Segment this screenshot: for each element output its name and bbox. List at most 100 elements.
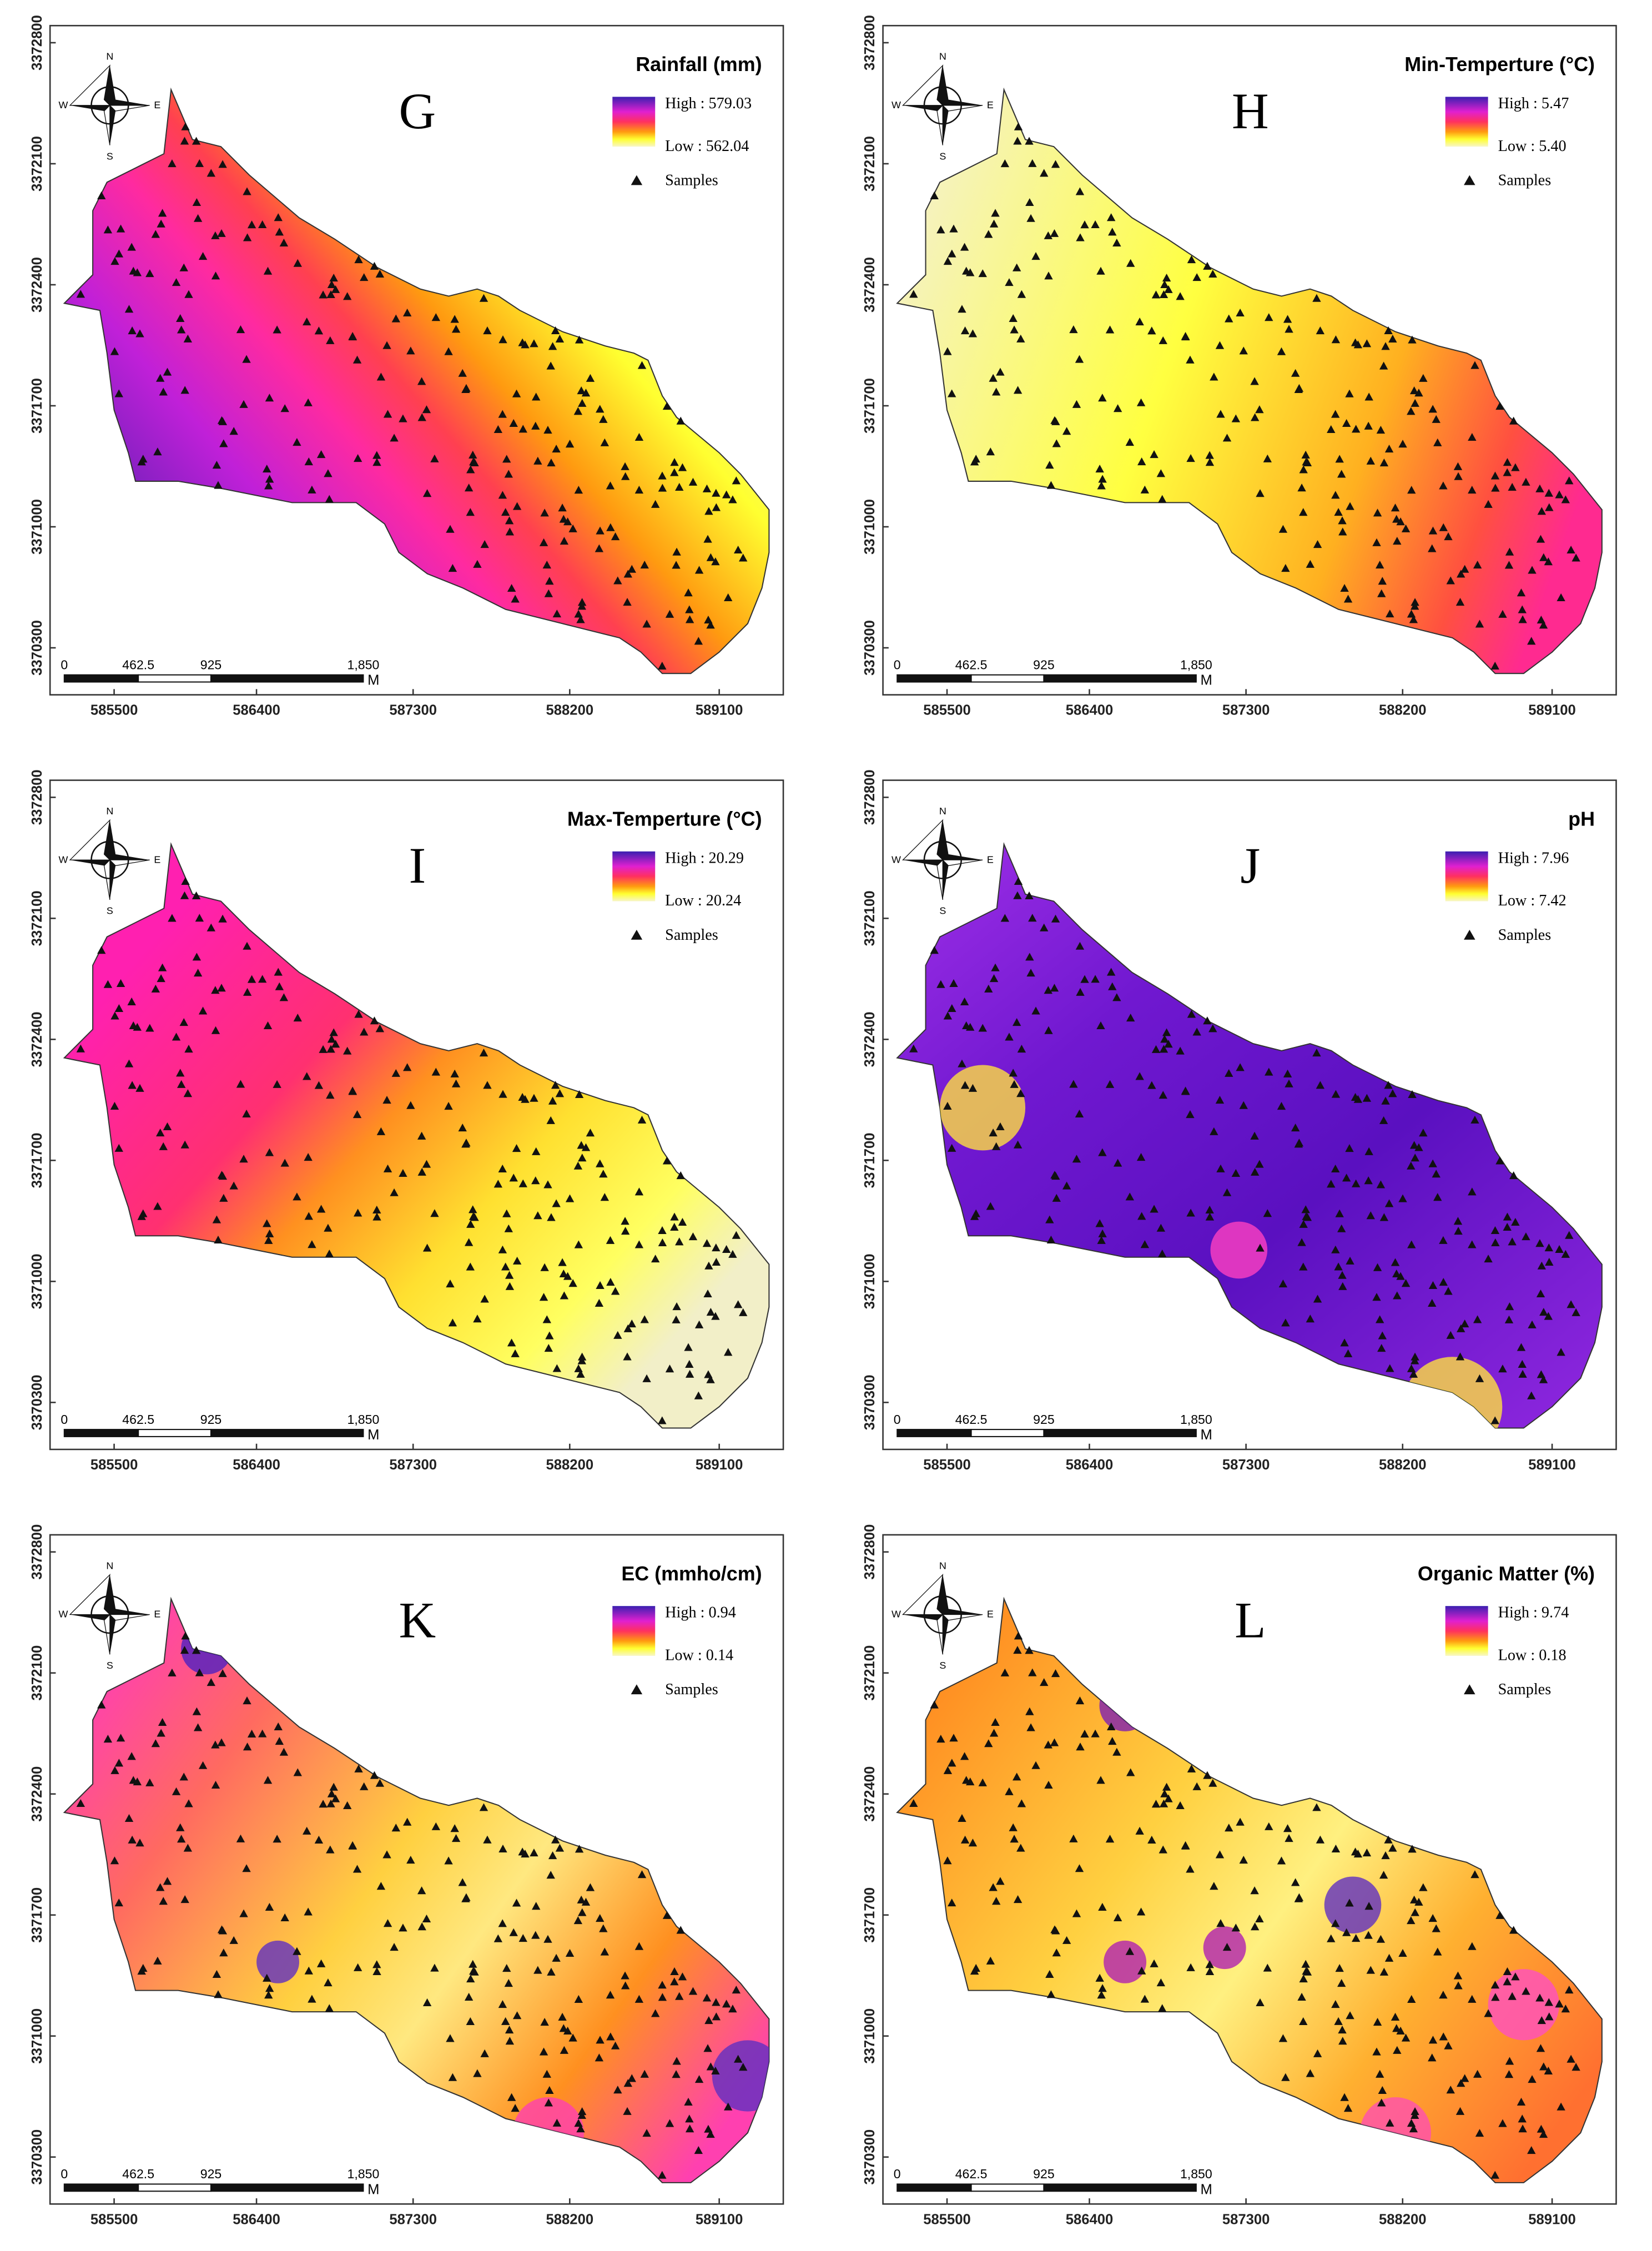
sample-point	[1076, 233, 1085, 241]
sample-point	[1205, 1967, 1215, 1975]
sample-point	[1052, 1948, 1061, 1957]
sample-point	[640, 2069, 649, 2078]
y-tick-label: 3371000	[862, 1253, 878, 1309]
sample-point	[76, 1044, 85, 1053]
sample-point	[1203, 1016, 1212, 1025]
sample-point	[406, 346, 415, 355]
sample-point	[1475, 2129, 1484, 2137]
sample-point	[114, 249, 124, 258]
sample-point	[551, 1081, 560, 1089]
sample-point	[417, 377, 426, 385]
sample-point	[383, 1164, 392, 1172]
sample-point	[1544, 1243, 1553, 1252]
sample-point	[1411, 1154, 1419, 1162]
sample-point	[382, 1850, 391, 1859]
sample-point	[156, 1883, 165, 1891]
sample-point	[958, 305, 966, 313]
sample-point	[1505, 2057, 1514, 2065]
sample-point	[640, 1315, 649, 1323]
sample-point	[1428, 1298, 1437, 1307]
sample-point	[711, 2066, 720, 2074]
sample-point	[732, 1986, 741, 1994]
sample-point	[114, 1899, 123, 1907]
legend-sample-symbol	[1464, 1684, 1475, 1695]
sample-point	[507, 1338, 516, 1347]
sample-point	[242, 355, 251, 363]
sample-point	[1381, 1096, 1390, 1105]
legend-low: Low : 562.04	[665, 138, 749, 155]
sample-point	[1337, 1224, 1346, 1232]
sample-point	[1503, 1967, 1512, 1976]
sample-point	[738, 553, 748, 562]
sample-point	[1297, 484, 1306, 492]
sample-point	[1108, 982, 1117, 990]
sample-point	[1503, 1212, 1512, 1221]
sample-point	[642, 1374, 651, 1382]
sample-point	[991, 209, 1000, 217]
sample-point	[1159, 1799, 1169, 1807]
sample-point	[1231, 1923, 1241, 1932]
sample-point	[124, 1814, 134, 1822]
sample-point	[343, 292, 352, 300]
sample-point	[1484, 500, 1493, 508]
sample-point	[275, 228, 284, 236]
sample-point	[596, 1159, 605, 1167]
x-tick-label: 588200	[546, 1457, 594, 1473]
scale-bar-segment	[970, 674, 1045, 683]
sample-point	[662, 1156, 672, 1165]
sample-point	[192, 891, 201, 900]
sample-point	[184, 1799, 193, 1807]
sample-point	[239, 1155, 248, 1163]
sample-point	[103, 225, 113, 234]
sample-point	[372, 1960, 381, 1968]
sample-point	[512, 1899, 521, 1907]
sample-point	[179, 1018, 188, 1026]
sample-point	[658, 1416, 667, 1424]
sample-point	[1151, 290, 1161, 299]
sample-point	[694, 1320, 704, 1328]
sample-point	[704, 2016, 713, 2025]
compass-ring	[90, 1595, 129, 1634]
sample-point	[1186, 1963, 1195, 1971]
sample-point	[970, 1212, 979, 1220]
scale-bar-label: 0	[61, 2167, 68, 2181]
sample-point	[479, 294, 488, 302]
sample-point	[217, 416, 226, 424]
sample-point	[153, 447, 162, 456]
scale-bar-label: 1,850	[1180, 2167, 1212, 2181]
sample-point	[1384, 1081, 1393, 1089]
sample-point	[1455, 2107, 1465, 2115]
sample-point	[466, 1975, 475, 1983]
sample-point	[1362, 1848, 1372, 1857]
sample-point	[360, 1028, 369, 1036]
sample-point	[1095, 1973, 1104, 1982]
sample-point	[493, 1934, 503, 1942]
sample-point	[331, 285, 340, 293]
sample-point	[493, 1180, 503, 1188]
sample-point	[243, 1696, 251, 1705]
sample-point	[1338, 2037, 1347, 2045]
sample-point	[511, 1349, 520, 1357]
scale-bar-label: 462.5	[122, 657, 154, 672]
sample-point	[1295, 1893, 1304, 1901]
scale-bar-segment	[138, 674, 212, 683]
sample-point	[1331, 1919, 1340, 1927]
sample-point	[507, 583, 516, 592]
sample-point	[1391, 2012, 1400, 2021]
sample-point	[217, 1925, 226, 1933]
sample-point	[466, 1220, 475, 1228]
sample-point	[984, 984, 993, 993]
sample-point	[1490, 1416, 1499, 1424]
sample-point	[1164, 285, 1173, 293]
y-tick-label: 3370300	[862, 1374, 878, 1430]
sample-point	[1187, 1010, 1196, 1018]
sample-point	[156, 1129, 165, 1137]
sample-point	[151, 230, 160, 238]
sample-point	[1468, 1995, 1477, 2003]
sample-point	[540, 2018, 549, 2026]
sample-point	[1031, 1006, 1040, 1015]
legend-samples: Samples	[665, 172, 718, 189]
sample-point	[1508, 1992, 1517, 2000]
sample-point	[1408, 1090, 1417, 1099]
sample-point	[326, 1045, 335, 1053]
